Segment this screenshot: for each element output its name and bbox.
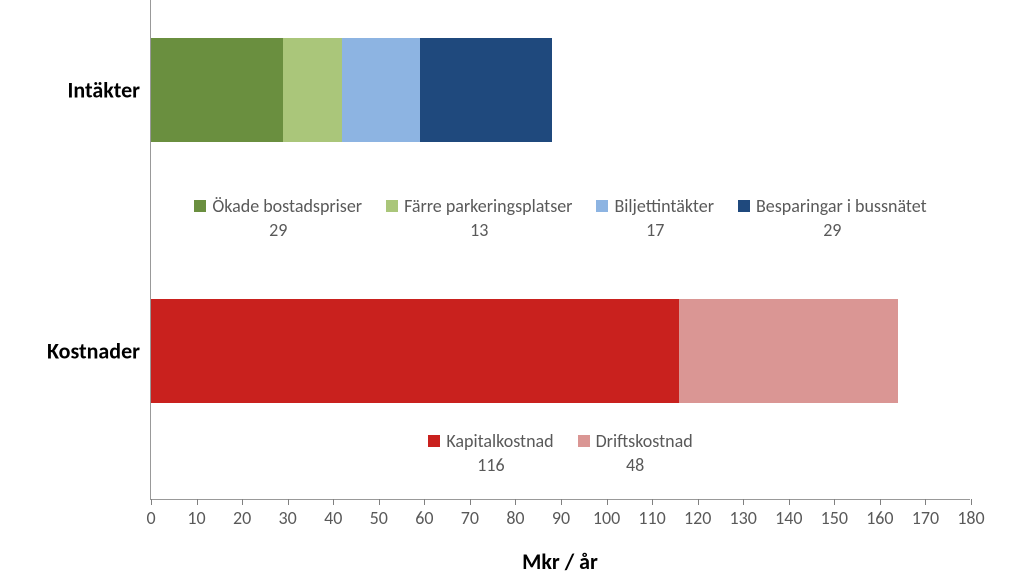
x-tick-label: 80 [506,507,524,529]
x-tick-label: 140 [775,507,802,529]
legend-row: Ökade bostadspriser29Färre parkeringspla… [151,195,970,241]
x-tick-label: 40 [324,507,342,529]
x-tick-mark [652,499,653,505]
chart-plot-area: 0102030405060708090100110120130140150160… [150,0,970,500]
bar-segment [342,38,419,142]
y-category-label: Kostnader [47,338,140,365]
legend-item: Besparingar i bussnätet29 [738,195,927,241]
bar-segment [151,38,283,142]
legend-label: Biljettintäkter [614,195,714,217]
legend-item: Färre parkeringsplatser13 [386,195,572,241]
x-tick-mark [698,499,699,505]
x-tick-mark [242,499,243,505]
x-tick-label: 180 [957,507,984,529]
x-tick-label: 0 [146,507,155,529]
x-tick-mark [151,499,152,505]
legend-value: 29 [738,219,927,241]
legend-label: Besparingar i bussnätet [756,195,927,217]
bar-segment [151,299,679,403]
x-tick-mark [789,499,790,505]
x-tick-mark [925,499,926,505]
bar-segment [420,38,552,142]
bar-row [151,38,552,142]
x-axis-title: Mkr / år [150,548,970,575]
legend-swatch [386,200,398,212]
legend-value: 48 [578,454,693,476]
x-tick-mark [333,499,334,505]
x-tick-label: 120 [684,507,711,529]
legend-swatch [194,200,206,212]
x-tick-mark [470,499,471,505]
legend-label: Ökade bostadspriser [212,195,362,217]
x-tick-label: 150 [821,507,848,529]
x-tick-mark [834,499,835,505]
x-tick-mark [971,499,972,505]
legend-label: Driftskostnad [596,430,693,452]
bar-segment [283,38,342,142]
x-tick-label: 130 [730,507,757,529]
x-tick-mark [424,499,425,505]
legend-value: 13 [386,219,572,241]
x-tick-mark [515,499,516,505]
legend-row: Kapitalkostnad116 Driftskostnad48 [151,430,970,476]
legend-item: Ökade bostadspriser29 [194,195,362,241]
x-tick-label: 100 [593,507,620,529]
x-tick-label: 110 [638,507,665,529]
x-tick-label: 90 [552,507,570,529]
x-tick-label: 20 [233,507,251,529]
legend-swatch [428,435,440,447]
x-tick-label: 50 [370,507,388,529]
x-tick-label: 10 [187,507,205,529]
legend-value: 116 [428,454,553,476]
x-tick-label: 30 [279,507,297,529]
legend-swatch [738,200,750,212]
x-tick-label: 160 [866,507,893,529]
legend-item: Biljettintäkter17 [596,195,714,241]
legend-value: 17 [596,219,714,241]
x-tick-mark [561,499,562,505]
legend-swatch [596,200,608,212]
x-tick-mark [880,499,881,505]
x-tick-label: 60 [415,507,433,529]
x-tick-mark [743,499,744,505]
x-tick-mark [607,499,608,505]
bar-segment [679,299,898,403]
legend-item: Driftskostnad48 [578,430,693,476]
legend-item: Kapitalkostnad116 [428,430,553,476]
legend-swatch [578,435,590,447]
x-tick-label: 170 [912,507,939,529]
legend-value: 29 [194,219,362,241]
x-tick-label: 70 [461,507,479,529]
x-tick-mark [197,499,198,505]
bar-row [151,299,898,403]
legend-label: Färre parkeringsplatser [404,195,572,217]
legend-label: Kapitalkostnad [446,430,553,452]
y-category-label: Intäkter [68,77,140,104]
x-tick-mark [288,499,289,505]
x-tick-mark [379,499,380,505]
